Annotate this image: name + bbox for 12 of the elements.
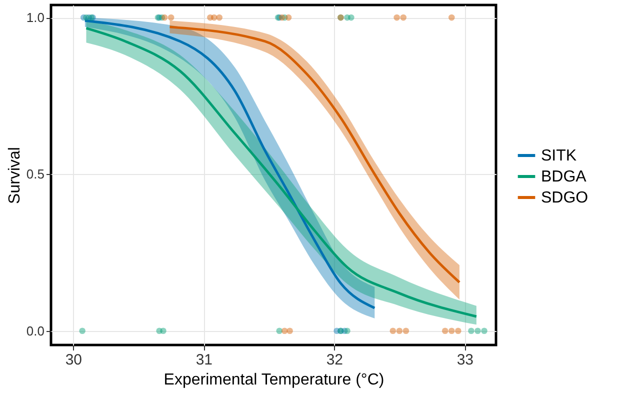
legend-label: SDGO <box>541 190 588 206</box>
y-axis-title: Survival <box>6 147 24 204</box>
x-tick-label: 30 <box>65 352 82 368</box>
x-axis-title: Experimental Temperature (°C) <box>164 372 384 388</box>
y-tick-label: 1.0 <box>26 10 44 26</box>
x-tick-label: 31 <box>196 352 213 368</box>
x-tick-label: 32 <box>326 352 344 368</box>
y-tick-label: 0.5 <box>26 166 44 182</box>
legend-label: BDGA <box>541 168 587 186</box>
x-tick-label: 33 <box>456 352 474 368</box>
legend-label: SITK <box>541 148 577 164</box>
y-tick-label: 0.0 <box>26 323 44 338</box>
